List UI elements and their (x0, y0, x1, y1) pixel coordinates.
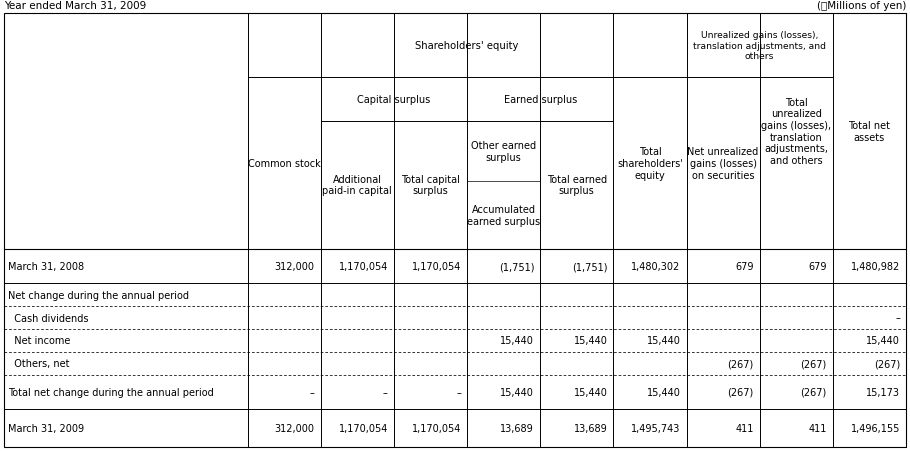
Text: Net change during the annual period: Net change during the annual period (8, 290, 189, 300)
Text: (1,751): (1,751) (499, 262, 534, 272)
Text: March 31, 2008: March 31, 2008 (8, 262, 84, 272)
Text: March 31, 2009: March 31, 2009 (8, 423, 84, 433)
Text: 13,689: 13,689 (501, 423, 534, 433)
Text: Common stock: Common stock (248, 159, 320, 169)
Text: Total net change during the annual period: Total net change during the annual perio… (8, 387, 214, 397)
Text: (　Millions of yen): ( Millions of yen) (816, 1, 906, 11)
Text: Capital surplus: Capital surplus (358, 95, 430, 105)
Text: 679: 679 (808, 262, 827, 272)
Text: 679: 679 (735, 262, 753, 272)
Text: Cash dividends: Cash dividends (8, 313, 88, 323)
Text: (267): (267) (727, 359, 753, 368)
Text: 1,495,743: 1,495,743 (632, 423, 681, 433)
Text: 15,440: 15,440 (573, 336, 607, 345)
Text: 411: 411 (808, 423, 827, 433)
Text: Total
unrealized
gains (losses),
translation
adjustments,
and others: Total unrealized gains (losses), transla… (761, 97, 832, 166)
Text: 15,440: 15,440 (866, 336, 900, 345)
Text: 1,170,054: 1,170,054 (411, 423, 461, 433)
Text: –: – (895, 313, 900, 323)
Text: 15,440: 15,440 (573, 387, 607, 397)
Text: 312,000: 312,000 (275, 423, 315, 433)
Text: Total earned
surplus: Total earned surplus (547, 175, 607, 196)
Text: 15,440: 15,440 (647, 387, 681, 397)
Text: Shareholders' equity: Shareholders' equity (415, 41, 519, 51)
Text: Earned surplus: Earned surplus (503, 95, 577, 105)
Text: 1,480,302: 1,480,302 (632, 262, 681, 272)
Text: 1,496,155: 1,496,155 (851, 423, 900, 433)
Text: Net income: Net income (8, 336, 70, 345)
Text: 15,440: 15,440 (647, 336, 681, 345)
Text: 1,480,982: 1,480,982 (851, 262, 900, 272)
Text: Other earned
surplus: Other earned surplus (471, 141, 536, 162)
Text: 15,440: 15,440 (501, 336, 534, 345)
Text: 312,000: 312,000 (275, 262, 315, 272)
Text: Unrealized gains (losses),
translation adjustments, and
others: Unrealized gains (losses), translation a… (693, 31, 826, 61)
Text: (267): (267) (801, 387, 827, 397)
Text: –: – (456, 387, 461, 397)
Text: Total
shareholders'
equity: Total shareholders' equity (617, 147, 682, 180)
Text: 1,170,054: 1,170,054 (339, 423, 388, 433)
Text: 1,170,054: 1,170,054 (411, 262, 461, 272)
Text: Others, net: Others, net (8, 359, 69, 368)
Text: Total capital
surplus: Total capital surplus (401, 175, 460, 196)
Text: –: – (383, 387, 388, 397)
Text: 1,170,054: 1,170,054 (339, 262, 388, 272)
Text: Accumulated
earned surplus: Accumulated earned surplus (467, 204, 541, 226)
Text: (267): (267) (727, 387, 753, 397)
Text: (1,751): (1,751) (571, 262, 607, 272)
Text: 15,440: 15,440 (501, 387, 534, 397)
Text: Net unrealized
gains (losses)
on securities: Net unrealized gains (losses) on securit… (687, 147, 759, 180)
Text: (267): (267) (801, 359, 827, 368)
Text: 13,689: 13,689 (573, 423, 607, 433)
Text: Additional
paid-in capital: Additional paid-in capital (322, 175, 392, 196)
Text: (267): (267) (874, 359, 900, 368)
Text: Total net
assets: Total net assets (848, 121, 890, 143)
Text: –: – (309, 387, 315, 397)
Text: Year ended March 31, 2009: Year ended March 31, 2009 (4, 1, 147, 11)
Text: 411: 411 (735, 423, 753, 433)
Text: 15,173: 15,173 (866, 387, 900, 397)
